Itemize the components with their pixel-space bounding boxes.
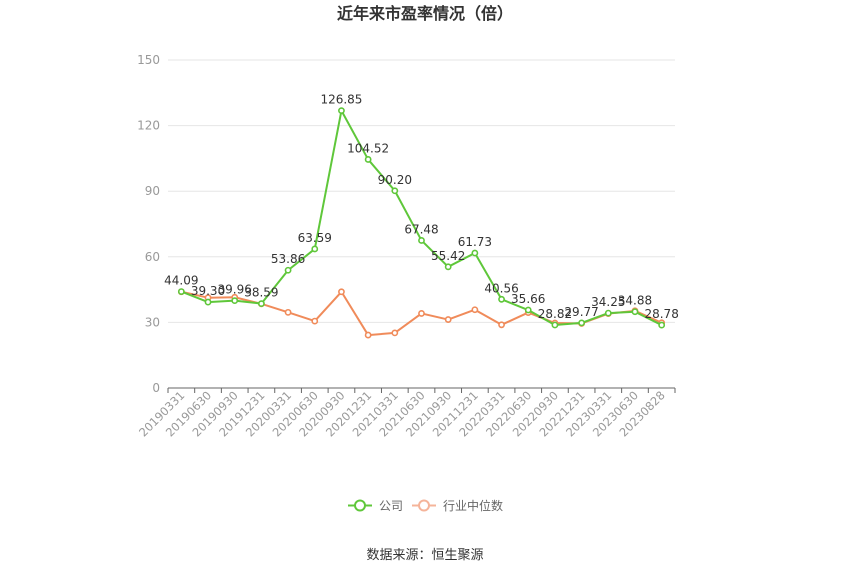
data-label: 67.48 bbox=[404, 222, 438, 236]
x-axis-ticks: 2019033120190630201909302019123120200331… bbox=[136, 388, 668, 439]
legend-item-industry-median[interactable]: 行业中位数 bbox=[412, 498, 503, 513]
data-label: 55.42 bbox=[431, 249, 465, 263]
data-point-company[interactable] bbox=[284, 266, 292, 274]
data-point-industry-median[interactable] bbox=[364, 331, 372, 339]
data-point-company[interactable] bbox=[364, 156, 372, 163]
data-label: 34.25 bbox=[591, 295, 625, 309]
data-point-company[interactable] bbox=[418, 237, 425, 244]
data-point-company[interactable] bbox=[204, 298, 212, 306]
data-point-industry-median[interactable] bbox=[444, 316, 452, 323]
data-label: 29.77 bbox=[564, 305, 598, 319]
data-label: 63.59 bbox=[298, 231, 332, 245]
legend-label-company: 公司 bbox=[379, 499, 403, 513]
data-point-industry-median[interactable] bbox=[391, 329, 399, 337]
data-point-company[interactable] bbox=[338, 107, 345, 115]
data-label: 61.73 bbox=[458, 235, 492, 249]
data-label: 40.56 bbox=[484, 281, 518, 295]
legend: 公司 行业中位数 bbox=[348, 498, 503, 513]
data-point-company[interactable] bbox=[524, 306, 532, 314]
data-label: 35.66 bbox=[511, 292, 545, 306]
data-point-company[interactable] bbox=[257, 300, 265, 308]
data-point-company[interactable] bbox=[311, 245, 319, 253]
data-point-company[interactable] bbox=[444, 263, 452, 271]
data-point-company[interactable] bbox=[391, 187, 399, 195]
data-label: 34.88 bbox=[618, 294, 652, 308]
y-tick-label: 120 bbox=[137, 119, 160, 133]
data-point-company[interactable] bbox=[551, 321, 559, 329]
series-group bbox=[177, 107, 666, 339]
data-point-industry-median[interactable] bbox=[418, 310, 425, 317]
data-point-industry-median[interactable] bbox=[311, 317, 319, 325]
y-tick-label: 150 bbox=[137, 53, 160, 67]
x-axis bbox=[167, 387, 676, 393]
y-axis-ticks: 0 30 60 90 120 150 bbox=[137, 53, 160, 395]
y-tick-label: 90 bbox=[145, 184, 160, 198]
source-note: 数据来源：恒生聚源 bbox=[366, 548, 483, 563]
data-point-company[interactable] bbox=[578, 319, 586, 327]
y-tick-label: 60 bbox=[145, 250, 160, 264]
data-point-industry-median[interactable] bbox=[284, 308, 292, 316]
legend-marker-industry-median bbox=[418, 499, 430, 512]
data-point-industry-median[interactable] bbox=[498, 321, 505, 329]
data-point-company[interactable] bbox=[231, 297, 239, 305]
grid bbox=[168, 59, 675, 323]
data-point-company[interactable] bbox=[498, 295, 505, 303]
data-label: 28.78 bbox=[644, 307, 678, 321]
legend-label-industry-median: 行业中位数 bbox=[443, 498, 503, 513]
data-point-company[interactable] bbox=[631, 308, 639, 316]
data-label: 53.86 bbox=[271, 252, 305, 266]
data-point-company[interactable] bbox=[658, 321, 666, 329]
chart-title: 近年来市盈率情况（倍） bbox=[337, 4, 513, 23]
data-label: 39.30 bbox=[191, 284, 225, 298]
data-point-company[interactable] bbox=[471, 249, 479, 257]
data-label: 44.09 bbox=[164, 274, 198, 288]
data-label: 39.96 bbox=[218, 283, 252, 297]
data-label: 104.52 bbox=[347, 141, 389, 155]
data-point-industry-median[interactable] bbox=[338, 288, 345, 296]
y-tick-label: 30 bbox=[145, 315, 160, 329]
data-point-company[interactable] bbox=[177, 288, 185, 295]
legend-marker-company bbox=[354, 499, 366, 512]
data-label: 28.82 bbox=[538, 307, 572, 321]
legend-item-company[interactable]: 公司 bbox=[348, 499, 403, 513]
data-label: 126.85 bbox=[320, 93, 362, 107]
y-tick-label: 0 bbox=[152, 381, 160, 395]
data-label: 38.59 bbox=[244, 286, 278, 300]
data-point-industry-median[interactable] bbox=[471, 306, 479, 314]
data-label: 90.20 bbox=[378, 173, 412, 187]
data-point-company[interactable] bbox=[604, 309, 612, 317]
